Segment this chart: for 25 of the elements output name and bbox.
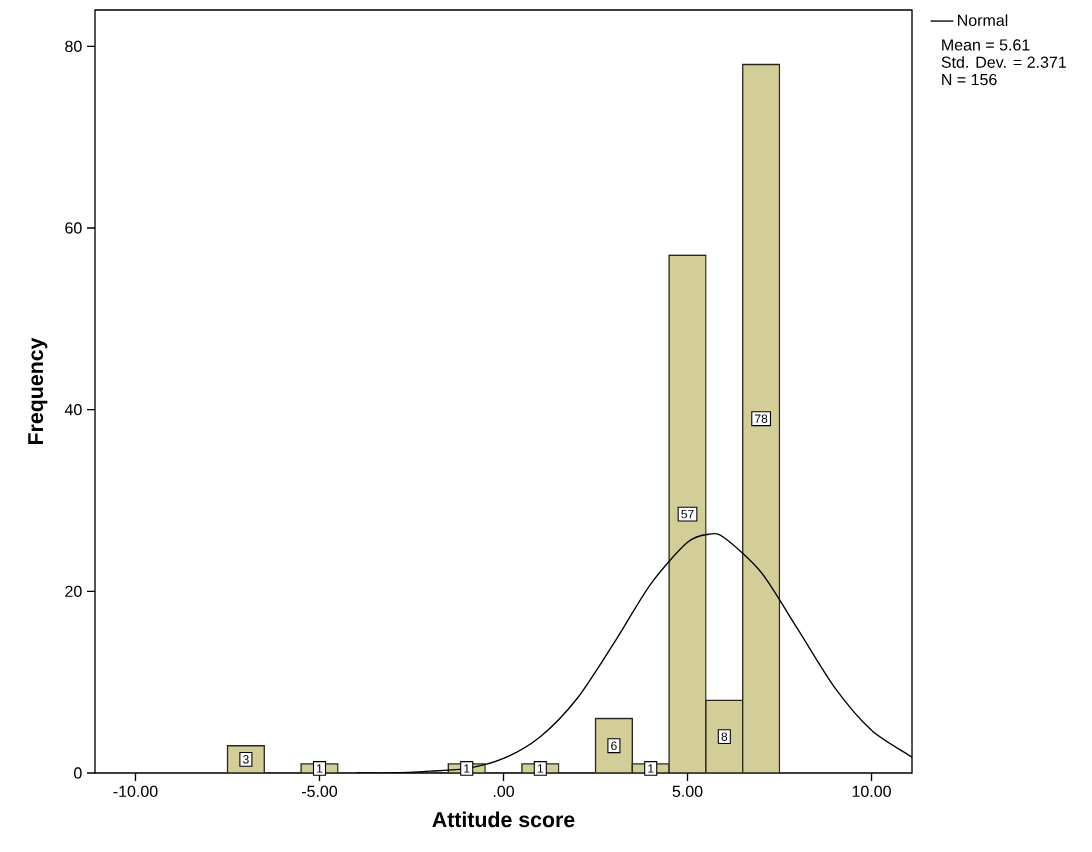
text: Std. Dev. = 2.371	[941, 56, 1066, 68]
y-tick-label: 0	[74, 767, 82, 779]
data-label: 8	[721, 732, 728, 741]
x-tick-label: -5.00	[301, 785, 338, 798]
data-label: 1	[317, 764, 323, 773]
data-label: 1	[537, 764, 544, 773]
data-label: 1	[648, 764, 654, 773]
y-tick-label: 20	[65, 585, 82, 597]
legend-label: Normal	[958, 14, 1008, 26]
data-label: 6	[611, 741, 617, 750]
x-axis-title: Attitude score	[432, 811, 575, 828]
text: N = 156	[942, 73, 997, 86]
y-tick-label: 40	[64, 404, 82, 416]
x-tick-label: 5.00	[672, 785, 703, 798]
data-label: 78	[755, 414, 768, 423]
x-tick-label: .00	[493, 785, 515, 798]
y-axis-title: Frequency	[28, 337, 48, 445]
data-label: 1	[464, 764, 470, 773]
data-label: 3	[243, 755, 249, 764]
y-tick-label: 60	[65, 222, 82, 234]
x-tick-label: -10.00	[113, 785, 158, 798]
data-label: 57	[681, 509, 694, 519]
y-tick-label: 80	[65, 40, 82, 52]
text: Mean = 5.61	[942, 39, 1030, 51]
x-tick-label: 10.00	[852, 785, 891, 798]
